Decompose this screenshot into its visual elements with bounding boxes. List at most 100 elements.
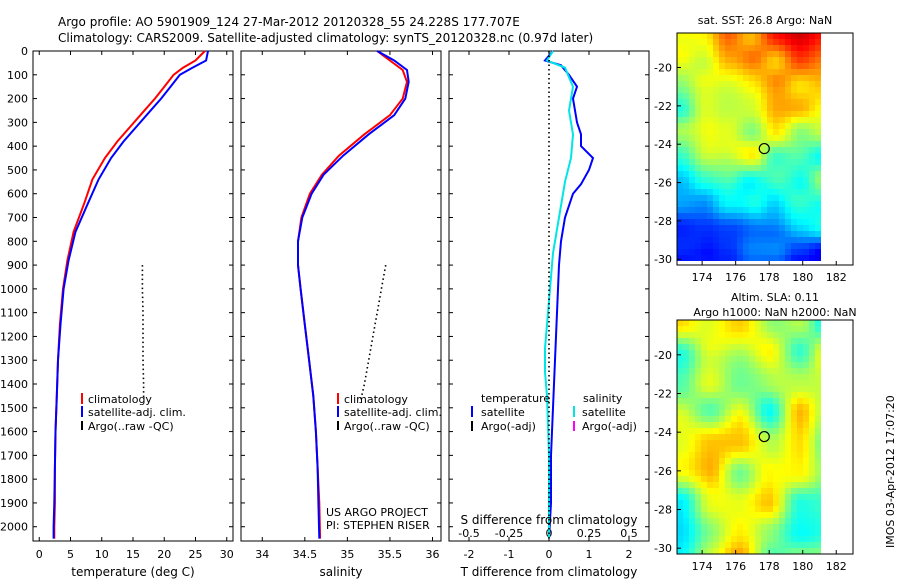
- x-tick-label: 0: [546, 548, 553, 561]
- depth-axis: 0 100 200 300 400 500 600 700 800 900 1000 1100 1200…: [0, 45, 649, 534]
- x-tick-label: 36: [425, 548, 439, 561]
- y-tick-label: 400: [7, 140, 28, 153]
- map-y-tick-label: -22: [654, 387, 672, 400]
- y-tick-label: 800: [7, 235, 28, 248]
- series-line: [359, 264, 387, 404]
- legend-label-argo: Argo(..raw -QC): [88, 420, 174, 433]
- y-tick-label: 2000: [0, 521, 28, 534]
- series-line: [53, 50, 206, 539]
- s-tick-label: -0.5: [458, 527, 479, 540]
- map-x-tick-label: 182: [826, 560, 847, 573]
- x-tick-label: 20: [157, 548, 171, 561]
- legend-label-sal-argo: Argo(-adj): [582, 420, 637, 433]
- x-tick-label: 2: [626, 548, 633, 561]
- x-tick-label: 1: [586, 548, 593, 561]
- y-tick-label: 200: [7, 93, 28, 106]
- difference-legend: temperature salinity satellite Argo(-adj…: [471, 392, 637, 433]
- s-tick-label: -0.25: [495, 527, 523, 540]
- x-tick-label: 30: [220, 548, 234, 561]
- y-tick-label: 1300: [0, 354, 28, 367]
- x-tick-label: 35.5: [378, 548, 403, 561]
- legend-label-argo: Argo(..raw -QC): [344, 420, 430, 433]
- x-tick-label: -2: [464, 548, 475, 561]
- map-x-tick-label: 176: [725, 271, 746, 284]
- difference-plot: -2 -1 0 1 2-0.5 -0.25 0 0.25 0.5: [458, 50, 638, 561]
- project-pi: PI: STEPHEN RISER: [326, 519, 430, 532]
- x-tick-label: 0: [36, 548, 43, 561]
- y-tick-label: 1100: [0, 307, 28, 320]
- map-raster: [677, 320, 821, 554]
- y-tick-label: 500: [7, 164, 28, 177]
- legend-label-climatology: climatology: [344, 393, 408, 406]
- map-frame: [676, 319, 854, 555]
- x-tick-label: 35: [340, 548, 354, 561]
- map-x-tick-label: 178: [759, 271, 780, 284]
- map-x-tick-label: 182: [826, 271, 847, 284]
- y-tick-label: 900: [7, 259, 28, 272]
- x-tick-label: 25: [189, 548, 203, 561]
- map-x-tick-label: 178: [759, 560, 780, 573]
- temperature-xlabel: temperature (deg C): [71, 565, 194, 579]
- sla-map: 174 176 178 180 182 -20 -22 -24 -26 -28 -30: [654, 319, 854, 573]
- map-y-tick-label: -20: [654, 349, 672, 362]
- legend-label-satellite: satellite-adj. clim.: [88, 406, 186, 419]
- map-x-tick-label: 174: [692, 560, 713, 573]
- sla-map-title-1: Altim. SLA: 0.11: [731, 291, 819, 304]
- y-tick-label: 300: [7, 116, 28, 129]
- legend-label-sal-satellite: satellite: [582, 406, 626, 419]
- legend-title-salinity: salinity: [583, 392, 623, 405]
- map-y-tick-label: -24: [654, 138, 672, 151]
- series-line: [297, 50, 410, 539]
- header-line-2: Climatology: CARS2009. Satellite-adjuste…: [58, 31, 593, 45]
- series-line: [141, 265, 145, 399]
- series-line: [52, 50, 209, 539]
- y-tick-label: 1800: [0, 473, 28, 486]
- y-tick-label: 1000: [0, 283, 28, 296]
- series-line: [297, 50, 409, 539]
- project-name: US ARGO PROJECT: [326, 506, 428, 519]
- x-tick-label: 5: [67, 548, 74, 561]
- salinity-plot: 34 34.5 35 35.5 36: [255, 50, 439, 561]
- y-tick-label: 700: [7, 212, 28, 225]
- map-y-tick-label: -22: [654, 100, 672, 113]
- y-tick-label: 1700: [0, 449, 28, 462]
- map-x-tick-label: 174: [692, 271, 713, 284]
- s-tick-label: 0.5: [620, 527, 638, 540]
- y-tick-label: 100: [7, 69, 28, 82]
- map-raster: [677, 33, 821, 261]
- y-tick-label: 1200: [0, 330, 28, 343]
- salinity-xlabel: salinity: [319, 565, 362, 579]
- series-line: [544, 50, 575, 539]
- map-x-tick-label: 180: [792, 560, 813, 573]
- map-x-tick-label: 180: [792, 271, 813, 284]
- y-tick-label: 1600: [0, 426, 28, 439]
- map-y-tick-label: -28: [654, 215, 672, 228]
- difference-xlabel-top: S difference from climatology: [461, 513, 638, 527]
- legend-label-temp-argo: Argo(-adj): [481, 420, 536, 433]
- y-tick-label: 600: [7, 188, 28, 201]
- map-y-tick-label: -26: [654, 177, 672, 190]
- map-x-tick-label: 176: [725, 560, 746, 573]
- argo-position-marker: [758, 430, 770, 443]
- x-tick-label: 10: [95, 548, 109, 561]
- series-line: [543, 50, 595, 539]
- sst-map-title: sat. SST: 26.8 Argo: NaN: [698, 14, 832, 27]
- map-y-tick-label: -24: [654, 426, 672, 439]
- sst-map: 174 176 178 180 182 -20 -22 -24 -26 -28 -30: [654, 32, 854, 284]
- s-tick-label: 0.25: [577, 527, 602, 540]
- sla-map-title-2: Argo h1000: NaN h2000: NaN: [693, 306, 856, 319]
- y-tick-label: 1400: [0, 378, 28, 391]
- legend-label-satellite: satellite-adj. clim.: [344, 406, 442, 419]
- x-tick-label: 15: [126, 548, 140, 561]
- map-frame: [676, 32, 854, 266]
- map-y-tick-label: -28: [654, 504, 672, 517]
- y-tick-label: 1900: [0, 497, 28, 510]
- map-y-tick-label: -26: [654, 465, 672, 478]
- temperature-legend: climatology satellite-adj. clim. Argo(..…: [81, 393, 186, 433]
- legend-title-temperature: temperature: [481, 392, 550, 405]
- argo-position-marker: [758, 142, 770, 155]
- legend-label-climatology: climatology: [88, 393, 152, 406]
- legend-label-temp-satellite: satellite: [481, 406, 525, 419]
- y-tick-label: 1500: [0, 402, 28, 415]
